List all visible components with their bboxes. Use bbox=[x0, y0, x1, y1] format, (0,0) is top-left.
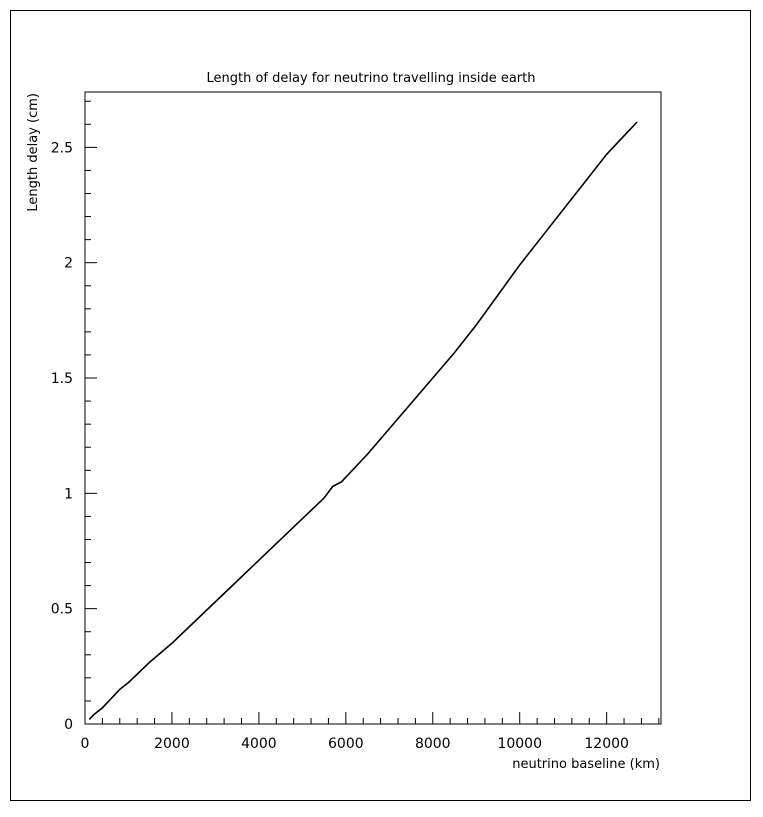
chart-title: Length of delay for neutrino travelling … bbox=[207, 71, 536, 86]
series-line bbox=[88, 121, 638, 720]
x-tick-label: 10000 bbox=[497, 736, 542, 752]
x-axis-title: neutrino baseline (km) bbox=[512, 757, 660, 772]
y-axis-title: Length delay (cm) bbox=[26, 93, 41, 212]
y-tick-label: 1 bbox=[64, 486, 73, 502]
x-tick-label: 4000 bbox=[241, 736, 277, 752]
x-tick-label: 8000 bbox=[415, 736, 451, 752]
figure-frame bbox=[10, 10, 751, 801]
x-tick-label: 12000 bbox=[584, 736, 629, 752]
y-tick-label: 2.5 bbox=[51, 140, 73, 156]
x-tick-label: 0 bbox=[81, 736, 90, 752]
plot-area bbox=[84, 91, 662, 725]
y-tick-label: 0.5 bbox=[51, 602, 73, 618]
axis-ticks bbox=[84, 100, 660, 725]
y-tick-label: 2 bbox=[64, 256, 73, 272]
y-tick-label: 1.5 bbox=[51, 371, 73, 387]
x-tick-label: 2000 bbox=[154, 736, 190, 752]
x-tick-label: 6000 bbox=[328, 736, 364, 752]
y-tick-label: 0 bbox=[64, 717, 73, 733]
axis-tick-labels: 0 2000 4000 6000 8000 10000 12000 0 0.5 1 1.5 2 2.5 bbox=[51, 140, 629, 752]
